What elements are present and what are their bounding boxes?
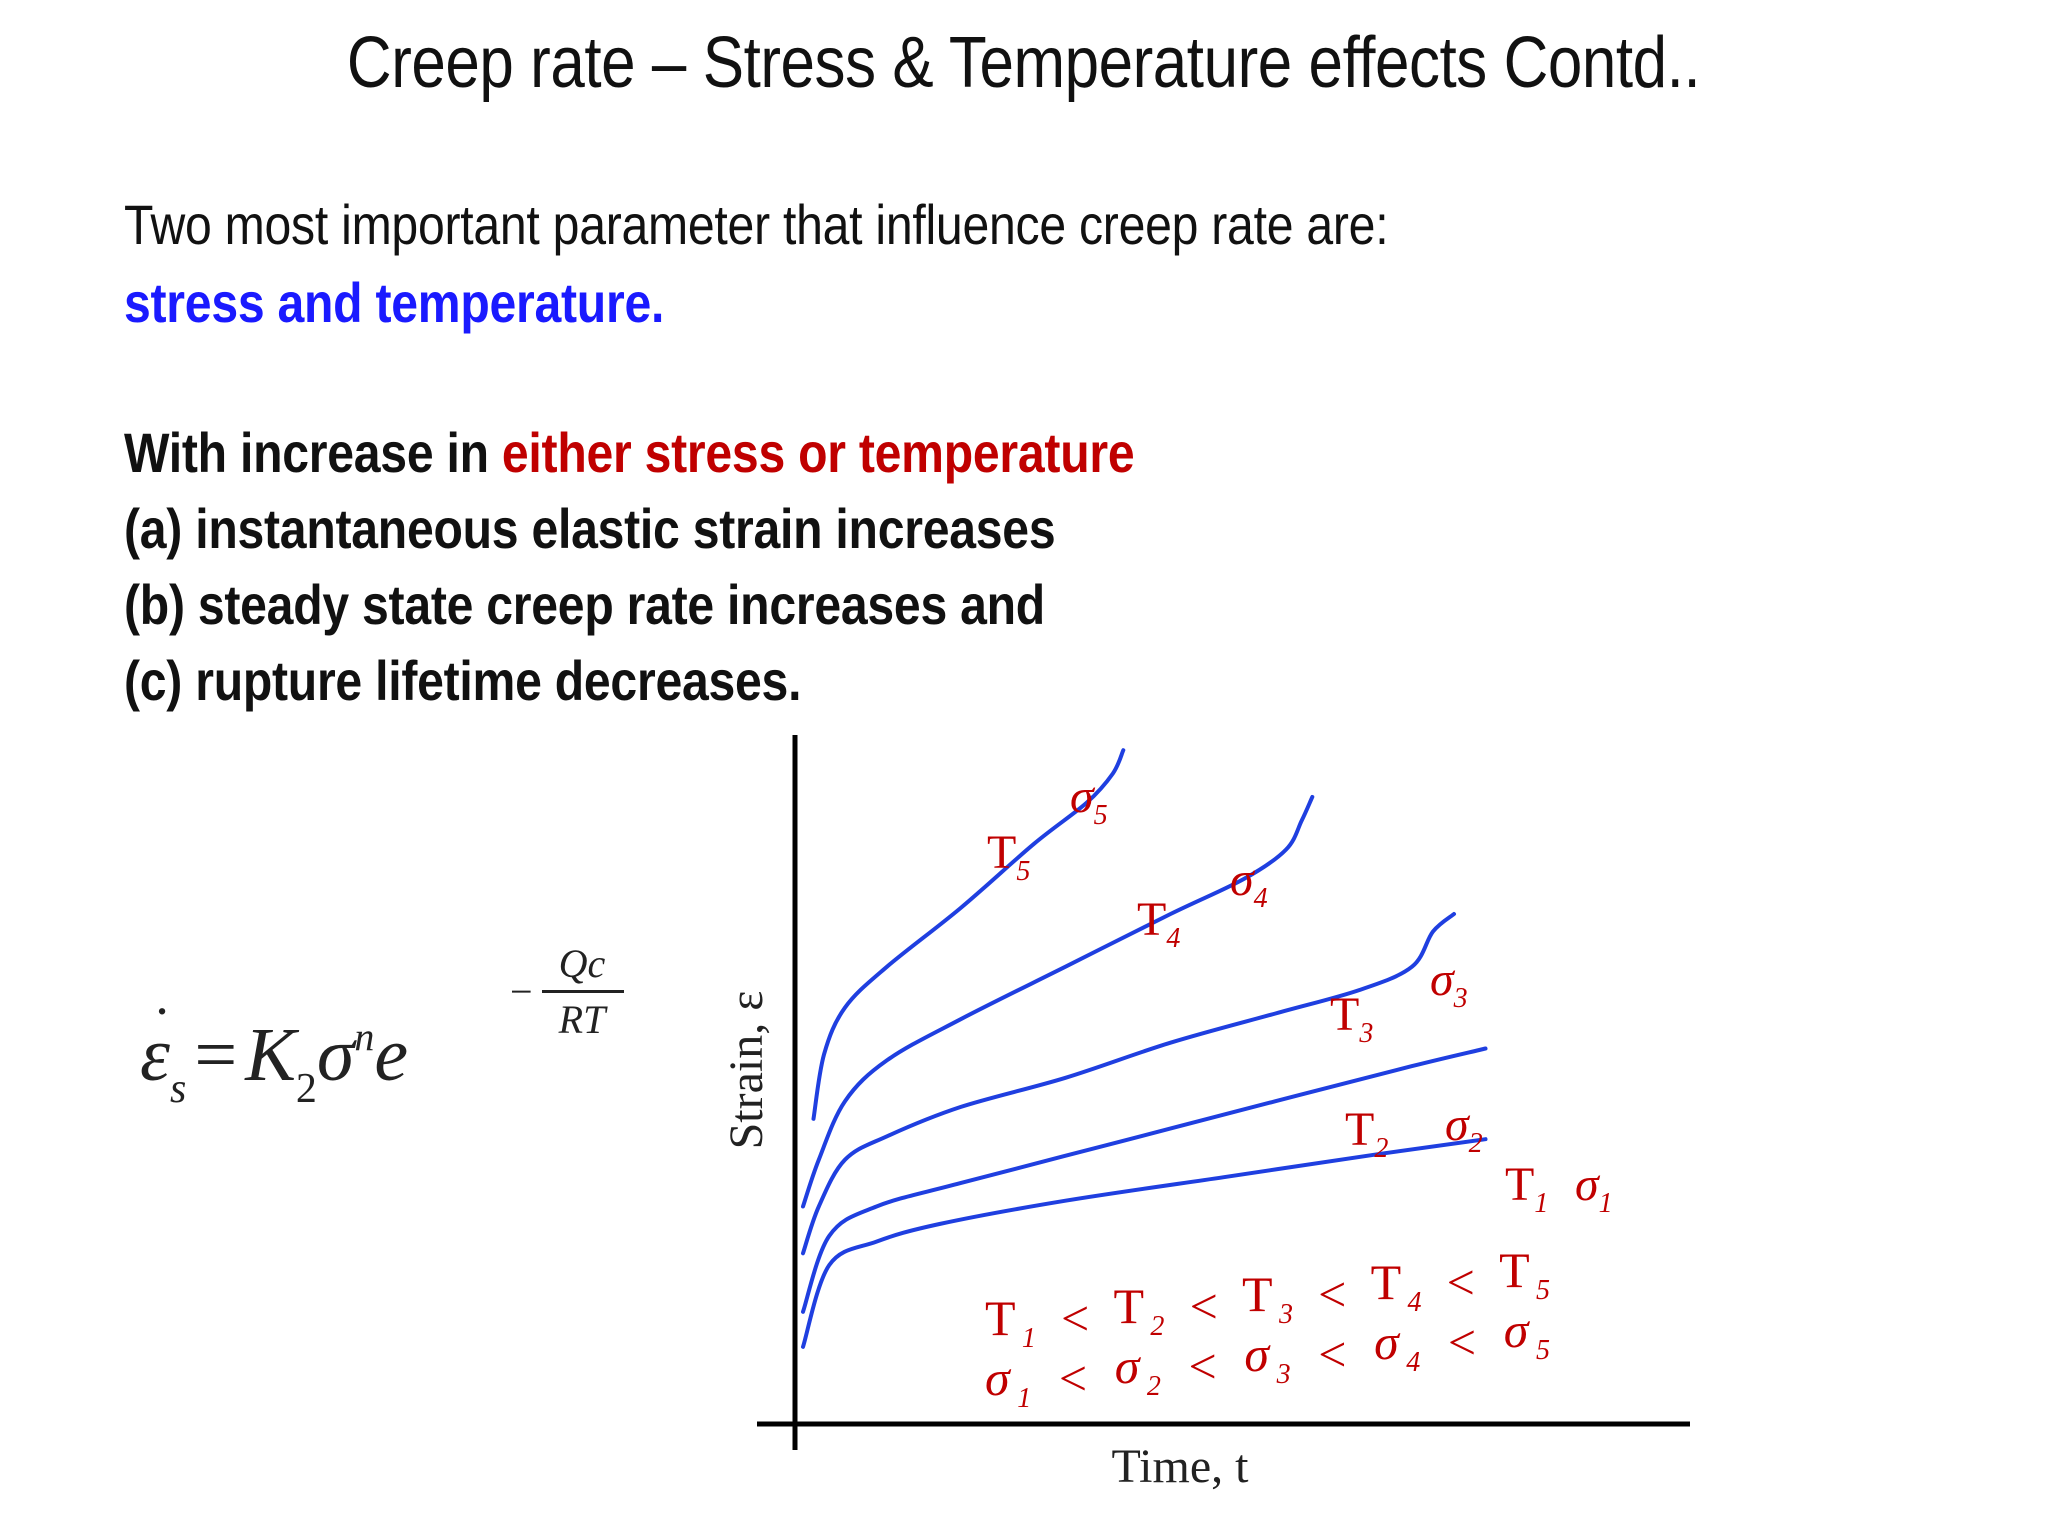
effect-item-a: (a) instantaneous elastic strain increas… (124, 497, 1056, 560)
curve-labels: T1 σ1 T2 σ2 T3 σ3 T4 σ4 T5 σ5 (987, 770, 1613, 1219)
x-axis-label: Time, t (1112, 1440, 1250, 1493)
eq-base: e (374, 1013, 409, 1097)
temperature-label-1: T1 (1505, 1158, 1548, 1219)
effect-item-b: (b) steady state creep rate increases an… (124, 573, 1045, 636)
eq-sigma-sup: n (354, 1014, 375, 1059)
creep-curve-2 (801, 1046, 1488, 1314)
temperature-label-4: T4 (1137, 893, 1180, 954)
eq-exp-denominator: RT (558, 997, 606, 1042)
chart-axes (757, 735, 1690, 1450)
effects-prefix: With increase in (124, 421, 502, 484)
eq-exponent: − Qc RT (510, 940, 630, 1050)
intro-highlight: stress and temperature. (124, 271, 665, 334)
creep-curves (801, 748, 1488, 1349)
temperature-label-3: T3 (1330, 988, 1373, 1049)
stress-label-4: σ4 (1230, 853, 1268, 914)
creep-curve-1 (801, 1137, 1488, 1349)
y-axis-label: Strain, ε (720, 991, 773, 1150)
eq-lhs: ε (140, 1013, 170, 1097)
stress-label-3: σ3 (1430, 953, 1468, 1014)
effect-item-c: (c) rupture lifetime decreases. (124, 649, 802, 712)
eq-coefficient-sub: 2 (295, 1066, 317, 1112)
effects-highlight: either stress or temperature (501, 421, 1135, 484)
creep-curve-3 (801, 912, 1456, 1256)
slide-title: Creep rate – Stress & Temperature effect… (346, 23, 1701, 103)
eq-exp-minus: − (510, 969, 533, 1014)
eq-coefficient: K (245, 1013, 296, 1097)
eq-sigma: σ (316, 1013, 355, 1097)
stress-label-2: σ2 (1445, 1098, 1483, 1159)
creep-curve-5 (811, 748, 1126, 1121)
intro-line: Two most important parameter that influe… (124, 193, 1389, 256)
dot-accent: ˙ (152, 995, 172, 1061)
eq-equals: = (194, 1013, 238, 1097)
eq-lhs-sub: s (169, 1066, 187, 1112)
stress-label-5: σ5 (1070, 770, 1108, 831)
temperature-label-5: T5 (987, 826, 1030, 887)
stress-label-1: σ1 (1575, 1158, 1613, 1219)
creep-curve-4 (801, 795, 1315, 1209)
temperature-label-2: T2 (1345, 1103, 1388, 1164)
creep-rate-equation: ˙ εs = K2σne − Qc RT (140, 940, 660, 1140)
effects-heading: With increase in either stress or temper… (124, 420, 1135, 485)
eq-exp-numerator: Qc (558, 941, 606, 986)
eq-fraction-bar (542, 990, 624, 993)
